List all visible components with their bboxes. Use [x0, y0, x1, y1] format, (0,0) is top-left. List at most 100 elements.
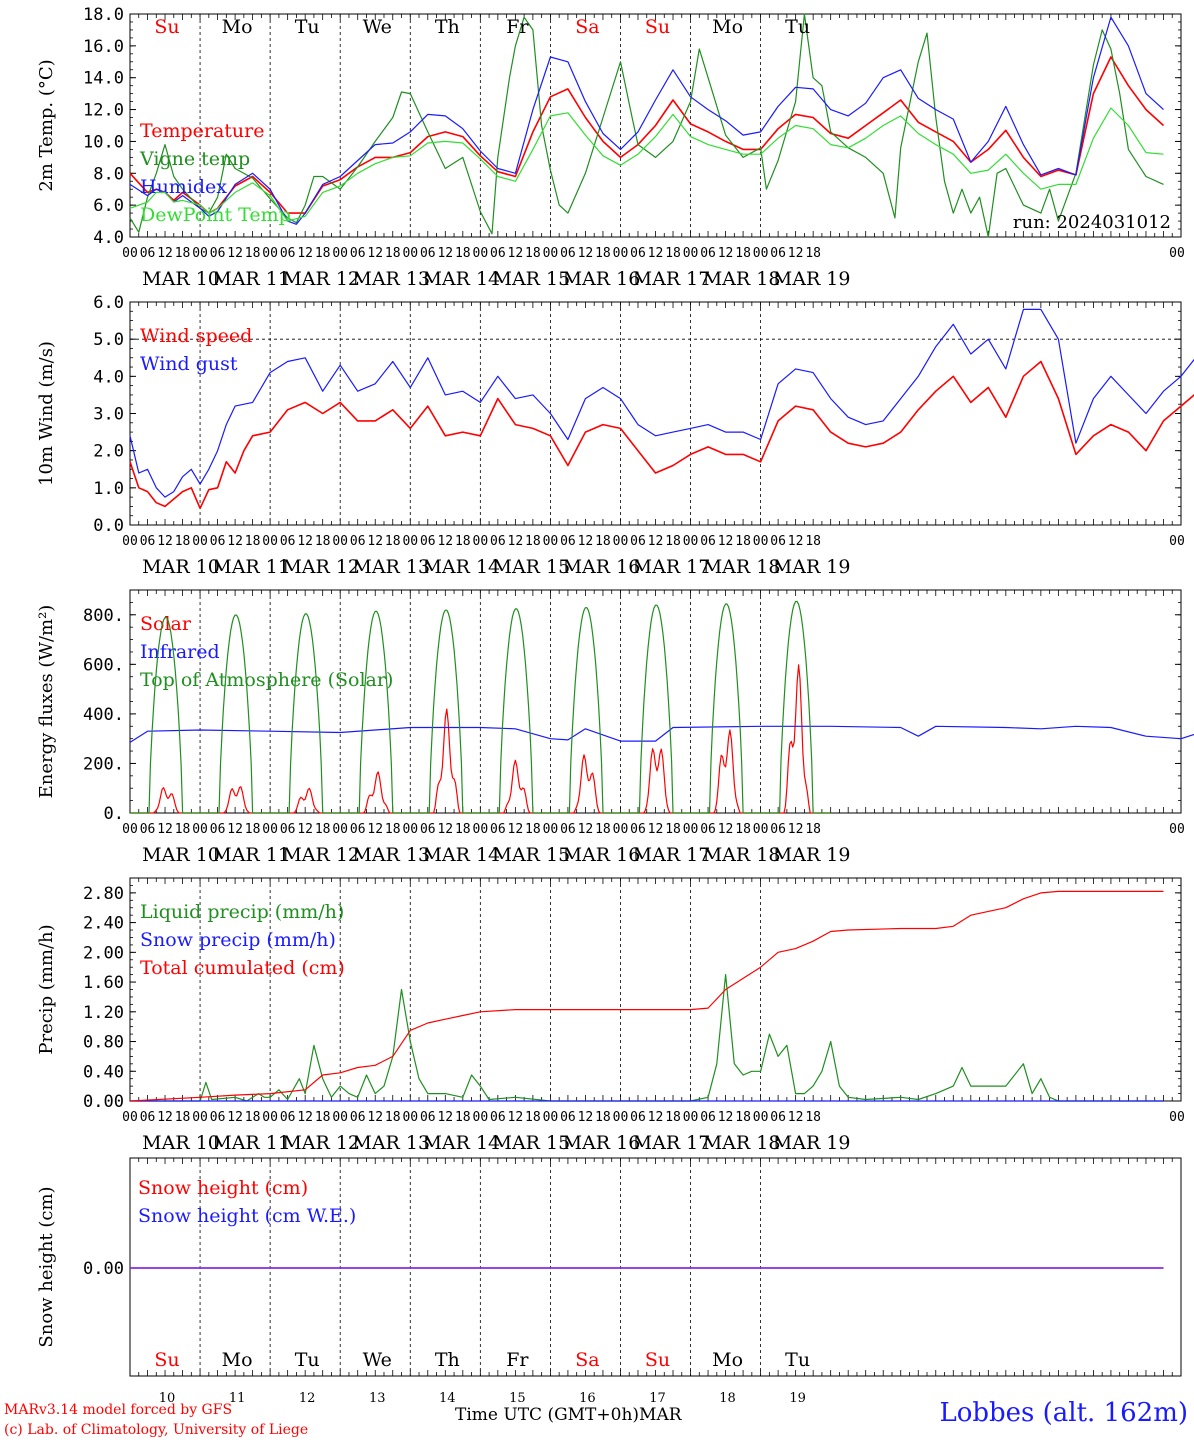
y-tick-label: 18.0	[83, 5, 124, 25]
hour-tick-label: 18	[385, 1110, 401, 1125]
legend-solar: Solar	[140, 613, 192, 635]
weekday-label: Fr	[506, 1349, 529, 1371]
date-label: MAR 11	[212, 844, 290, 866]
hour-tick-label: 18	[805, 822, 821, 837]
hour-tick-label: 18	[525, 246, 541, 261]
legend-vigne-temp: Vigne temp	[139, 148, 250, 170]
hour-tick-label: 18	[805, 246, 821, 261]
legend-snow-precip-mm-h-: Snow precip (mm/h)	[140, 929, 336, 951]
date-label: MAR 18	[703, 1132, 781, 1154]
hour-tick-label: 12	[578, 246, 594, 261]
hour-tick-label: 12	[367, 1110, 383, 1125]
y-tick-label: 2.0	[93, 442, 124, 462]
y-tick-label: 2.00	[83, 943, 124, 963]
date-label: MAR 12	[282, 556, 360, 578]
weekday-label: Tu	[295, 1349, 320, 1371]
hour-tick-label: 06	[490, 822, 506, 837]
hour-tick-label: 12	[227, 246, 243, 261]
date-label: MAR 11	[212, 1132, 290, 1154]
date-label: MAR 12	[282, 1132, 360, 1154]
hour-tick-label: 12	[718, 1110, 734, 1125]
hour-tick-label: 06	[490, 534, 506, 549]
hour-tick-label: 12	[508, 534, 524, 549]
hour-tick-label: 12	[367, 822, 383, 837]
hour-tick-label: 12	[297, 822, 313, 837]
day-number: 14	[439, 1391, 456, 1406]
y-tick-label: 1.60	[83, 973, 124, 993]
hour-tick-label: 18	[525, 1110, 541, 1125]
hour-tick-label: 18	[735, 534, 751, 549]
series-line-wind-gust	[129, 308, 1194, 498]
weekday-label: We	[363, 16, 392, 38]
panel-3: 0. 200. 400. 600. 800. Energy fluxes (W/m²) So…	[36, 589, 1194, 866]
hour-tick-label: 00	[332, 1110, 348, 1125]
hour-tick-label: 06	[700, 534, 716, 549]
date-label: MAR 16	[563, 268, 641, 290]
y-tick-label: 0.0	[93, 516, 124, 536]
hour-tick-label: 18	[315, 246, 331, 261]
hour-tick-label: 00	[473, 1110, 489, 1125]
hour-tick-label: 18	[175, 822, 191, 837]
hour-tick-label: 00	[262, 534, 278, 549]
time-axis-label: Time UTC (GMT+0h)MAR	[455, 1405, 682, 1425]
hour-tick-label: 06	[770, 822, 786, 837]
hour-tick-label: 12	[297, 1110, 313, 1125]
hour-tick-label: 12	[578, 534, 594, 549]
y-tick-label: 1.0	[93, 479, 124, 499]
hour-tick-label: 12	[157, 822, 173, 837]
hour-tick-label: 00	[402, 246, 418, 261]
hour-tick-label: 12	[157, 1110, 173, 1125]
hour-tick-label: 06	[140, 822, 156, 837]
hour-tick-label: 12	[437, 1110, 453, 1125]
date-label: MAR 19	[773, 1132, 851, 1154]
y-tick-label: 0.00	[83, 1092, 124, 1112]
series-line-top-of-atmosphere-solar-	[130, 600, 831, 814]
y-axis-label: Precip (mm/h)	[36, 924, 57, 1054]
weekday-label: Su	[645, 16, 670, 38]
hour-tick-label: 12	[788, 822, 804, 837]
hour-tick-label: 06	[770, 534, 786, 549]
y-axis-label: Energy fluxes (W/m²)	[36, 605, 57, 799]
date-label: MAR 14	[422, 268, 500, 290]
series-line-vigne-temp	[129, 13, 1164, 238]
hour-tick-label: 00	[402, 1110, 418, 1125]
legend-liquid-precip-mm-h-: Liquid precip (mm/h)	[140, 901, 344, 923]
hour-tick-label: 12	[578, 1110, 594, 1125]
date-label: MAR 14	[422, 844, 500, 866]
hour-tick-label: 12	[227, 822, 243, 837]
hour-tick-label: 06	[630, 822, 646, 837]
hour-tick-label: 00	[1169, 822, 1185, 837]
hour-tick-label: 06	[210, 822, 226, 837]
weekday-label: Mo	[222, 1349, 253, 1371]
hour-tick-label: 18	[665, 1110, 681, 1125]
date-label: MAR 13	[352, 556, 430, 578]
y-tick-label: 0.00	[83, 1259, 124, 1279]
legend-infrared: Infrared	[140, 641, 220, 663]
hour-tick-label: 00	[192, 246, 208, 261]
date-label: MAR 14	[422, 1132, 500, 1154]
y-axis-label: Snow height (cm)	[36, 1186, 57, 1347]
hour-tick-label: 00	[473, 822, 489, 837]
hour-tick-label: 12	[437, 246, 453, 261]
weekday-label: Mo	[712, 16, 743, 38]
hour-tick-label: 00	[262, 1110, 278, 1125]
day-number: 15	[509, 1391, 526, 1406]
station-label: Lobbes (alt. 162m)	[939, 1398, 1188, 1428]
hour-tick-label: 06	[420, 822, 436, 837]
panel-5: 0.00 Snow height (cm) Snow height (cm) Snow…	[36, 1157, 1182, 1406]
date-label: MAR 17	[633, 844, 711, 866]
hour-tick-label: 00	[613, 534, 629, 549]
y-tick-label: 6.0	[93, 293, 124, 313]
hour-tick-label: 06	[700, 822, 716, 837]
hour-tick-label: 06	[280, 822, 296, 837]
hour-tick-label: 12	[648, 246, 664, 261]
hour-tick-label: 18	[665, 534, 681, 549]
date-label: MAR 10	[142, 268, 220, 290]
hour-tick-label: 06	[280, 534, 296, 549]
hour-tick-label: 00	[262, 246, 278, 261]
hour-tick-label: 18	[315, 534, 331, 549]
series-line-temperature	[129, 56, 1165, 214]
hour-tick-label: 18	[455, 534, 471, 549]
y-tick-label: 12.0	[83, 101, 124, 121]
date-label: MAR 10	[142, 844, 220, 866]
